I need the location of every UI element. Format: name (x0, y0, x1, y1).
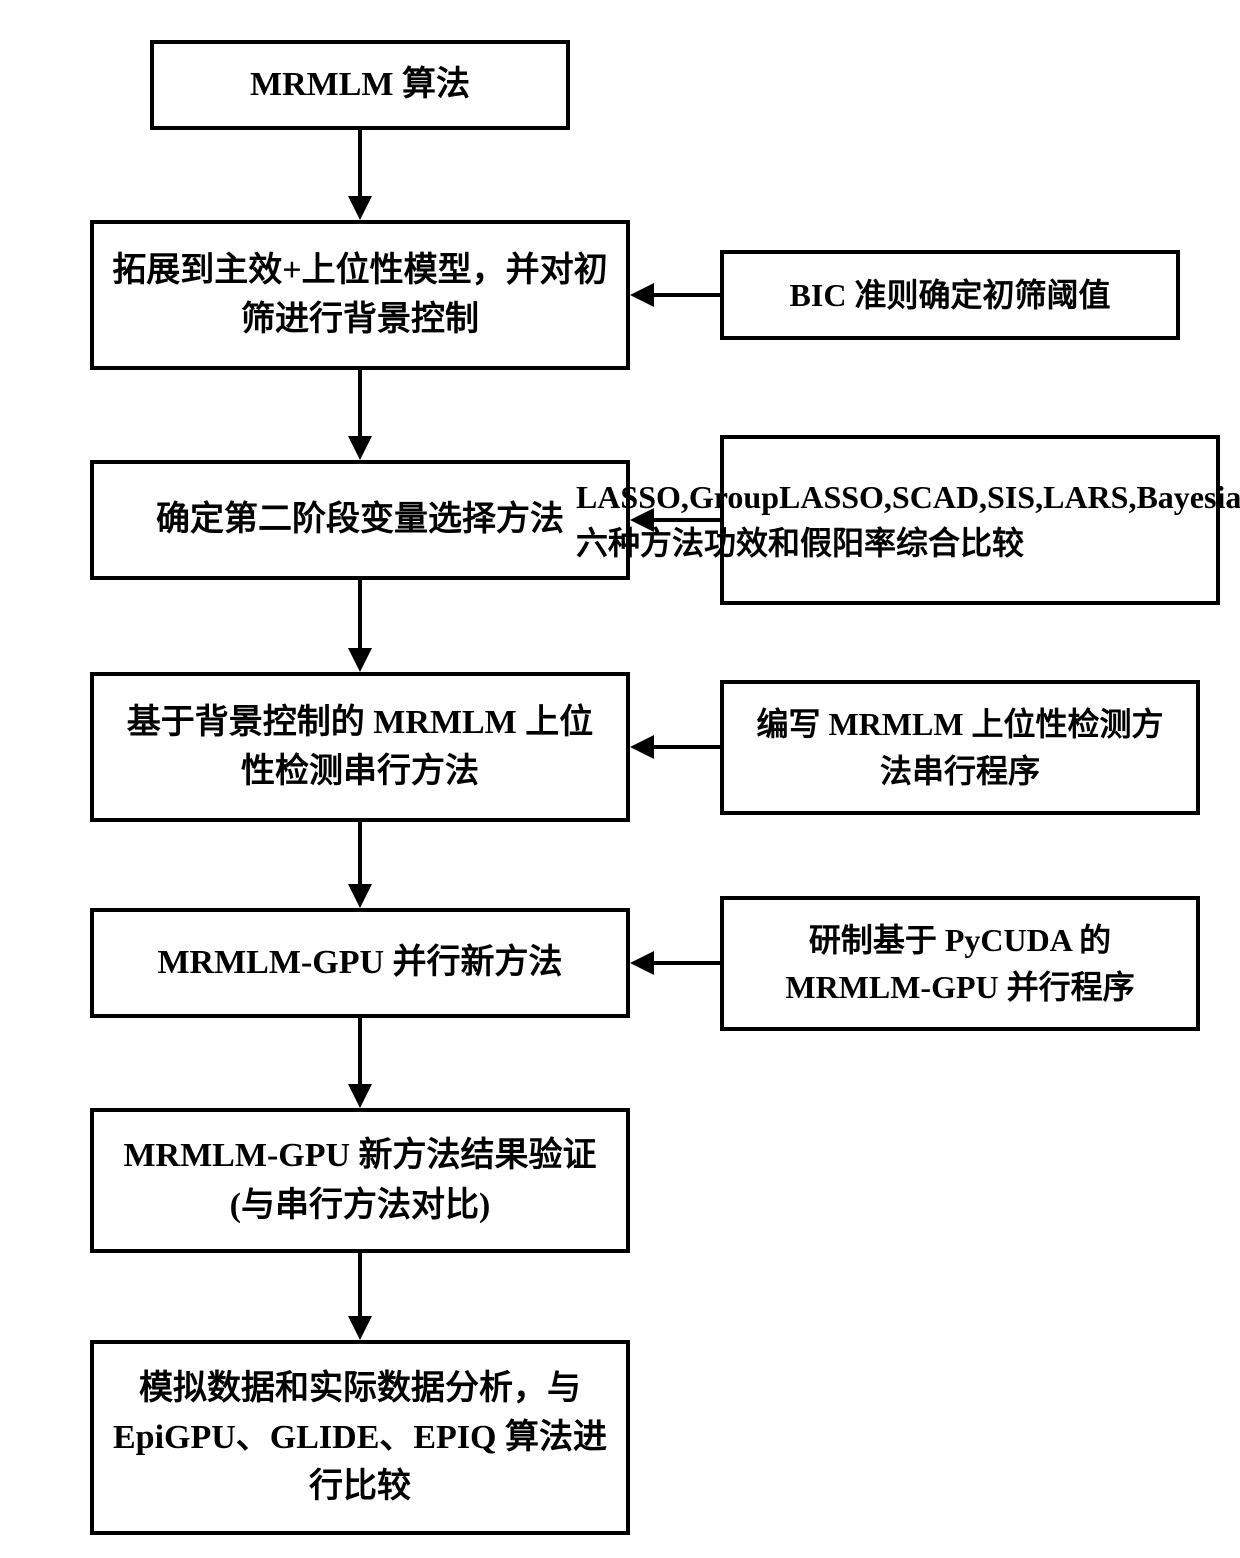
node-label: 模拟数据和实际数据分析，与 EpiGPU、GLIDE、EPIQ 算法进行比较 (112, 1364, 608, 1512)
node-data-analysis-comparison: 模拟数据和实际数据分析，与 EpiGPU、GLIDE、EPIQ 算法进行比较 (90, 1340, 630, 1535)
node-six-methods-comparison: LASSO,GroupLASSO,SCAD,SIS,LARS,BayesianL… (720, 435, 1220, 605)
node-label: 编写 MRMLM 上位性检测方法串行程序 (742, 701, 1178, 794)
node-label: 基于背景控制的 MRMLM 上位性检测串行方法 (112, 698, 608, 797)
node-label: 拓展到主效+上位性模型，并对初筛进行背景控制 (112, 246, 608, 345)
node-write-serial-program: 编写 MRMLM 上位性检测方法串行程序 (720, 680, 1200, 815)
node-background-controlled-serial: 基于背景控制的 MRMLM 上位性检测串行方法 (90, 672, 630, 822)
node-label: BIC 准则确定初筛阈值 (790, 272, 1111, 318)
node-mrmlm-gpu-parallel: MRMLM-GPU 并行新方法 (90, 908, 630, 1018)
node-label: MRMLM-GPU 新方法结果验证(与串行方法对比) (112, 1131, 608, 1230)
node-extend-main-epistasis: 拓展到主效+上位性模型，并对初筛进行背景控制 (90, 220, 630, 370)
node-pycuda-program: 研制基于 PyCUDA 的 MRMLM-GPU 并行程序 (720, 896, 1200, 1031)
node-mrmlm-algorithm: MRMLM 算法 (150, 40, 570, 130)
node-label: MRMLM-GPU 并行新方法 (157, 938, 562, 987)
node-gpu-result-validation: MRMLM-GPU 新方法结果验证(与串行方法对比) (90, 1108, 630, 1253)
node-label: MRMLM 算法 (250, 60, 470, 109)
node-label: 研制基于 PyCUDA 的 MRMLM-GPU 并行程序 (742, 917, 1178, 1010)
node-second-stage-selection: 确定第二阶段变量选择方法 (90, 460, 630, 580)
node-label: 确定第二阶段变量选择方法 (156, 495, 564, 544)
node-label: LASSO,GroupLASSO,SCAD,SIS,LARS,BayesianL… (576, 474, 1240, 567)
node-bic-threshold: BIC 准则确定初筛阈值 (720, 250, 1180, 340)
